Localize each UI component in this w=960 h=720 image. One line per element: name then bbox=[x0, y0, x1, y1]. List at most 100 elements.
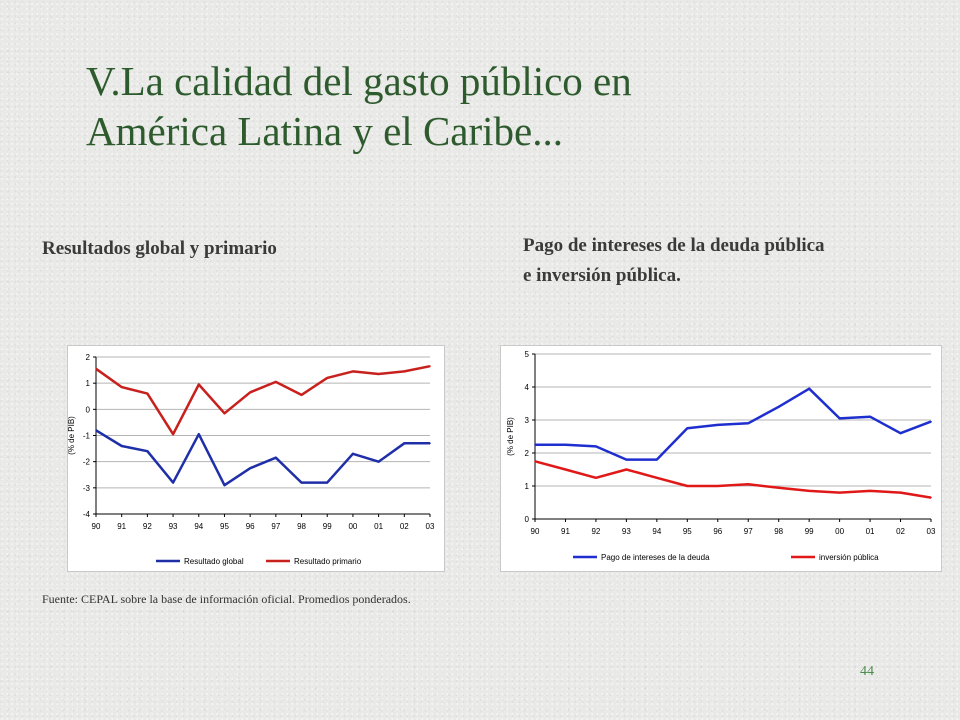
right-chart-series-1-point bbox=[564, 443, 567, 446]
left-chart-series-2-point bbox=[352, 370, 354, 373]
right-chart-ytick-label: 5 bbox=[525, 350, 530, 359]
left-chart-xtick-label: 99 bbox=[323, 522, 332, 531]
left-chart-xtick-label: 01 bbox=[374, 522, 383, 531]
subtitle-right-line2: e inversión pública. bbox=[523, 265, 681, 286]
left-chart-y-axis-label: (% de PIB) bbox=[68, 416, 76, 455]
right-chart-ytick-label: 2 bbox=[525, 449, 530, 458]
right-chart-series-1-point bbox=[625, 458, 628, 461]
left-chart-series-1-point bbox=[275, 456, 277, 459]
left-chart-series-2-point bbox=[300, 394, 303, 396]
left-chart-series-2-point bbox=[197, 383, 200, 386]
left-chart-series-1-point bbox=[249, 467, 251, 470]
right-chart-xtick-label: 90 bbox=[531, 527, 540, 536]
right-chart-series-1-point bbox=[930, 420, 932, 423]
left-chart-xtick-label: 93 bbox=[169, 522, 178, 531]
right-chart-series-1-point bbox=[747, 422, 750, 425]
right-chart-series-line-1 bbox=[535, 387, 932, 461]
left-chart-series-1-point bbox=[352, 453, 354, 455]
right-chart-series-2-point bbox=[869, 490, 871, 492]
chart-right-panel: 5 4 3 2 1 0 90 91 92 93 94 95 96 97 98 99 00 01 02 03 (% de … bbox=[500, 345, 942, 572]
left-chart-series-1-point bbox=[326, 481, 329, 484]
right-chart-ytick-label: 3 bbox=[525, 416, 530, 425]
left-chart-xtick-label: 02 bbox=[400, 522, 409, 531]
left-chart-series-line-1 bbox=[95, 429, 430, 487]
left-chart-series-1-point bbox=[120, 445, 123, 447]
right-chart-series-2-point bbox=[686, 485, 689, 487]
left-chart-ytick-label: -1 bbox=[83, 432, 91, 441]
left-chart-ytick-label: 0 bbox=[86, 405, 91, 414]
left-chart-series-line-2 bbox=[95, 364, 431, 436]
left-chart-series-1-point bbox=[300, 481, 303, 484]
right-chart-series-2-point bbox=[838, 491, 841, 494]
right-chart-series-1-point bbox=[838, 417, 841, 420]
left-chart-ytick-label: -3 bbox=[83, 484, 91, 493]
left-chart-series-2-point bbox=[223, 412, 226, 415]
left-chart-series-1-point bbox=[197, 433, 200, 435]
right-chart-y-axis-label: (% de PIB) bbox=[506, 417, 515, 456]
right-chart-series-2-point bbox=[808, 490, 810, 492]
left-chart-series-2-point bbox=[249, 391, 251, 394]
right-chart-legend-label-2: inversión pública bbox=[819, 553, 879, 562]
right-chart-series-2-point bbox=[595, 476, 597, 479]
left-chart-xtick-label: 98 bbox=[297, 522, 306, 531]
right-chart-series-1-point bbox=[595, 445, 597, 448]
right-chart-series-2-point bbox=[777, 486, 780, 489]
chart-left-panel: 2 1 0 -1 -2 -3 -4 90 91 92 93 94 95 96 97 98 99 00 01 02 03 (… bbox=[67, 345, 445, 572]
left-chart-xtick-label: 91 bbox=[117, 522, 126, 531]
left-chart-xtick-label: 92 bbox=[143, 522, 152, 531]
right-chart-series-1-point bbox=[656, 458, 658, 461]
right-chart-series-2-point bbox=[534, 460, 536, 463]
left-chart-series-1-point bbox=[377, 460, 380, 463]
left-chart-xtick-label: 94 bbox=[194, 522, 203, 531]
right-chart-ytick-label: 0 bbox=[525, 515, 530, 524]
right-chart-ytick-label: 1 bbox=[525, 482, 530, 491]
right-chart-xtick-label: 94 bbox=[652, 527, 661, 536]
right-chart-xtick-label: 00 bbox=[835, 527, 844, 536]
right-chart-xtick-label: 97 bbox=[744, 527, 753, 536]
left-chart-series-2-point bbox=[172, 433, 174, 435]
slide-title-line1: V.La calidad del gasto público en bbox=[86, 58, 632, 104]
slide-title: V.La calidad del gasto público en Améric… bbox=[86, 56, 906, 156]
right-chart-series-2-point bbox=[747, 483, 750, 486]
subtitle-right: Pago de intereses de la deuda pública e … bbox=[523, 231, 953, 291]
right-chart-xtick-label: 95 bbox=[683, 527, 692, 536]
left-chart-series-2-point bbox=[95, 367, 97, 370]
right-chart-xtick-label: 03 bbox=[927, 527, 936, 536]
right-chart-xtick-label: 93 bbox=[622, 527, 631, 536]
right-chart-series-1-point bbox=[869, 415, 871, 418]
right-chart-series-2-point bbox=[930, 496, 932, 499]
right-chart-legend-label-1: Pago de intereses de la deuda bbox=[601, 553, 710, 562]
right-chart-series-2-point bbox=[564, 468, 567, 471]
left-chart-ytick-label: -4 bbox=[83, 510, 91, 519]
subtitle-left: Resultados global y primario bbox=[42, 238, 277, 259]
right-chart-xtick-label: 99 bbox=[805, 527, 814, 536]
right-chart-series-1-point bbox=[808, 387, 810, 390]
left-chart-series-2-point bbox=[377, 373, 380, 375]
left-chart-series-2-point bbox=[429, 365, 431, 367]
left-chart-ytick-label: -2 bbox=[83, 458, 91, 467]
left-chart-series-2-point bbox=[403, 370, 406, 373]
page-number: 44 bbox=[860, 664, 874, 679]
right-chart-xtick-label: 98 bbox=[774, 527, 783, 536]
left-chart-legend-label-1: Resultado global bbox=[184, 557, 244, 566]
right-chart-ytick-label: 4 bbox=[525, 383, 530, 392]
right-chart-series-2-point bbox=[656, 476, 658, 479]
right-chart-xtick-label: 01 bbox=[866, 527, 875, 536]
chart-left-svg: 2 1 0 -1 -2 -3 -490 91 92 93 94 95 96 97 98 99 00 01 02 03 (… bbox=[67, 353, 435, 566]
right-chart-xtick-label: 02 bbox=[896, 527, 905, 536]
left-chart-series-1-point bbox=[95, 429, 97, 432]
right-chart-series-2-point bbox=[625, 468, 628, 471]
left-chart-series-1-point bbox=[429, 442, 431, 445]
left-chart-series-1-point bbox=[172, 481, 174, 484]
left-chart-legend-label-2: Resultado primario bbox=[294, 557, 362, 566]
right-chart-series-2-point bbox=[716, 485, 719, 487]
left-chart-xtick-label: 95 bbox=[220, 522, 229, 531]
left-chart-series-1-point bbox=[146, 450, 149, 452]
subtitle-right-line1: Pago de intereses de la deuda pública bbox=[523, 235, 825, 256]
right-chart-series-1-point bbox=[534, 443, 536, 446]
right-chart-series-line-2 bbox=[534, 460, 932, 499]
right-chart-series-1-point bbox=[899, 432, 902, 434]
chart-right-svg: 5 4 3 2 1 090 91 92 93 94 95 96 97 98 99 00 01 02 03 (% de … bbox=[506, 350, 936, 562]
left-chart-series-2-point bbox=[326, 377, 329, 379]
left-chart-xtick-label: 00 bbox=[348, 522, 357, 531]
